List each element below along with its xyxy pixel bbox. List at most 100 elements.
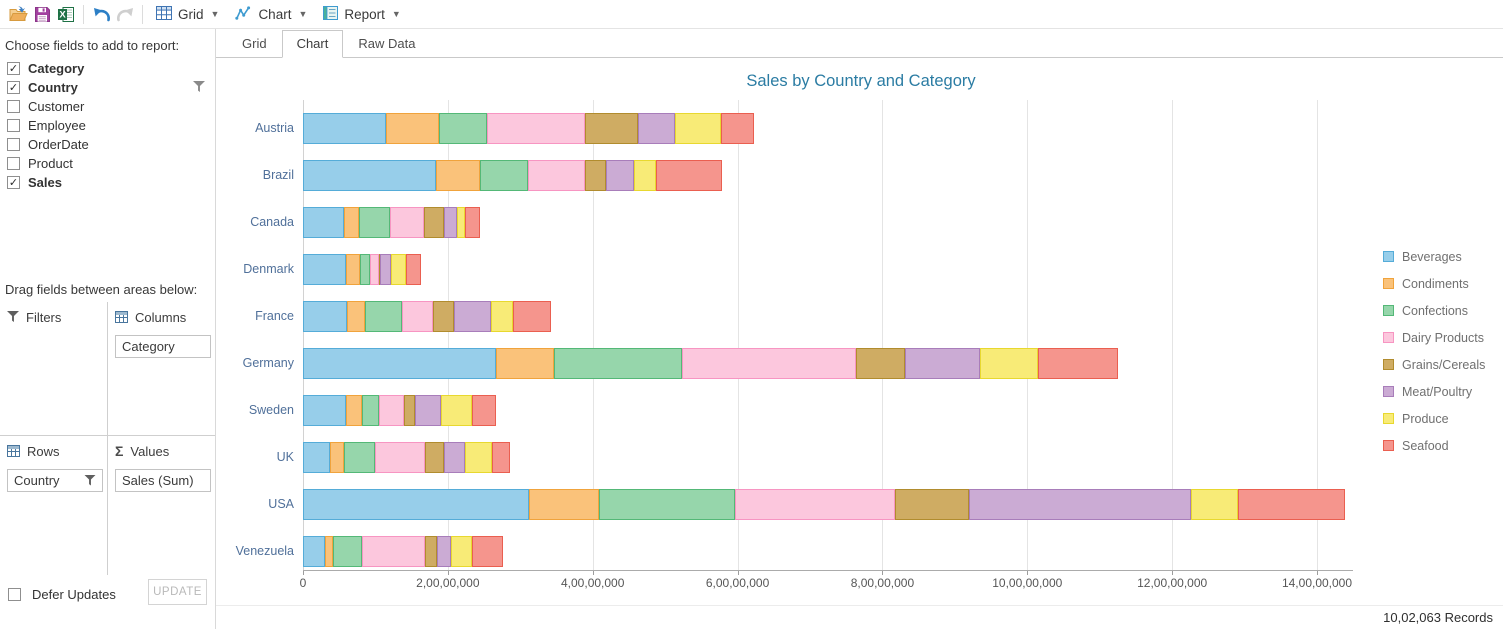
bar-segment[interactable]	[472, 395, 497, 426]
bar-segment[interactable]	[325, 536, 333, 567]
columns-area[interactable]: Columns Category	[107, 302, 215, 435]
bar-segment[interactable]	[303, 395, 347, 426]
field-item-orderdate[interactable]: OrderDate	[0, 135, 215, 154]
excel-export-icon[interactable]: X	[54, 2, 78, 26]
field-checkbox[interactable]: ✓	[7, 176, 20, 189]
bar-segment[interactable]	[414, 395, 442, 426]
values-area[interactable]: Σ Values Sales (Sum)	[107, 435, 215, 575]
bar-segment[interactable]	[656, 160, 723, 191]
field-checkbox[interactable]	[7, 138, 20, 151]
bar-segment[interactable]	[362, 536, 425, 567]
defer-updates-checkbox[interactable]	[8, 587, 21, 601]
bar-segment[interactable]	[492, 442, 511, 473]
bar-segment[interactable]	[439, 113, 487, 144]
bar-segment[interactable]	[451, 536, 472, 567]
bar-segment[interactable]	[674, 113, 721, 144]
bar-segment[interactable]	[360, 254, 370, 285]
tab-raw-data[interactable]: Raw Data	[358, 36, 416, 51]
bar-segment[interactable]	[606, 160, 634, 191]
bar-segment[interactable]	[457, 207, 465, 238]
open-icon[interactable]	[6, 2, 30, 26]
filter-icon[interactable]	[84, 474, 96, 486]
bar-segment[interactable]	[332, 536, 363, 567]
bar-segment[interactable]	[389, 207, 424, 238]
bar-segment[interactable]	[441, 395, 473, 426]
grid-menu-button[interactable]: Grid ▼	[148, 3, 227, 26]
bar-segment[interactable]	[346, 395, 362, 426]
field-item-employee[interactable]: Employee	[0, 116, 215, 135]
legend-item[interactable]: Grains/Cereals	[1383, 351, 1485, 378]
bar-segment[interactable]	[637, 113, 675, 144]
bar-segment[interactable]	[379, 395, 404, 426]
bar-segment[interactable]	[303, 536, 326, 567]
bar-segment[interactable]	[369, 254, 380, 285]
legend-item[interactable]: Condiments	[1383, 270, 1485, 297]
legend-item[interactable]: Seafood	[1383, 432, 1485, 459]
bar-segment[interactable]	[343, 207, 360, 238]
bar-segment[interactable]	[720, 113, 755, 144]
rows-area[interactable]: Rows Country	[0, 435, 107, 575]
field-checkbox[interactable]	[7, 100, 20, 113]
bar-segment[interactable]	[405, 254, 422, 285]
chart-menu-button[interactable]: Chart ▼	[227, 3, 315, 26]
field-chip-values[interactable]: Sales (Sum)	[115, 469, 211, 492]
bar-segment[interactable]	[904, 348, 981, 379]
bar-segment[interactable]	[528, 489, 600, 520]
legend-item[interactable]: Confections	[1383, 297, 1485, 324]
field-checkbox[interactable]	[7, 119, 20, 132]
tab-grid[interactable]: Grid	[242, 36, 267, 51]
bar-segment[interactable]	[513, 301, 551, 332]
bar-segment[interactable]	[444, 207, 458, 238]
legend-item[interactable]: Meat/Poultry	[1383, 378, 1485, 405]
bar-segment[interactable]	[856, 348, 905, 379]
legend-item[interactable]: Beverages	[1383, 243, 1485, 270]
bar-segment[interactable]	[491, 301, 514, 332]
bar-segment[interactable]	[486, 113, 586, 144]
bar-segment[interactable]	[599, 489, 736, 520]
bar-segment[interactable]	[403, 395, 415, 426]
redo-icon[interactable]	[113, 2, 137, 26]
filter-icon[interactable]	[193, 81, 205, 93]
bar-segment[interactable]	[402, 301, 434, 332]
field-chip-columns[interactable]: Category	[115, 335, 211, 358]
bar-segment[interactable]	[303, 489, 529, 520]
bar-segment[interactable]	[359, 207, 390, 238]
field-item-category[interactable]: ✓ Category	[0, 59, 215, 78]
bar-segment[interactable]	[361, 395, 380, 426]
field-chip-rows[interactable]: Country	[7, 469, 103, 492]
bar-segment[interactable]	[303, 442, 330, 473]
bar-segment[interactable]	[423, 207, 445, 238]
bar-segment[interactable]	[895, 489, 970, 520]
bar-segment[interactable]	[464, 207, 481, 238]
bar-segment[interactable]	[585, 113, 638, 144]
bar-segment[interactable]	[347, 301, 365, 332]
bar-segment[interactable]	[436, 536, 452, 567]
field-item-customer[interactable]: Customer	[0, 97, 215, 116]
undo-icon[interactable]	[89, 2, 113, 26]
field-checkbox[interactable]: ✓	[7, 81, 20, 94]
bar-segment[interactable]	[527, 160, 585, 191]
bar-segment[interactable]	[433, 301, 454, 332]
bar-segment[interactable]	[453, 301, 492, 332]
field-item-sales[interactable]: ✓ Sales	[0, 173, 215, 192]
field-checkbox[interactable]	[7, 157, 20, 170]
bar-segment[interactable]	[303, 254, 346, 285]
bar-segment[interactable]	[386, 113, 440, 144]
bar-segment[interactable]	[303, 207, 344, 238]
bar-segment[interactable]	[735, 489, 896, 520]
bar-segment[interactable]	[969, 489, 1191, 520]
report-menu-button[interactable]: Report ▼	[315, 3, 408, 26]
field-item-country[interactable]: ✓ Country	[0, 78, 215, 97]
bar-segment[interactable]	[345, 254, 361, 285]
bar-segment[interactable]	[1238, 489, 1346, 520]
bar-segment[interactable]	[435, 160, 481, 191]
filters-area[interactable]: Filters	[0, 302, 107, 435]
bar-segment[interactable]	[303, 113, 387, 144]
bar-segment[interactable]	[343, 442, 375, 473]
update-button[interactable]: UPDATE	[148, 579, 207, 605]
bar-segment[interactable]	[980, 348, 1039, 379]
bar-segment[interactable]	[364, 301, 403, 332]
bar-segment[interactable]	[681, 348, 857, 379]
bar-segment[interactable]	[633, 160, 657, 191]
bar-segment[interactable]	[471, 536, 503, 567]
